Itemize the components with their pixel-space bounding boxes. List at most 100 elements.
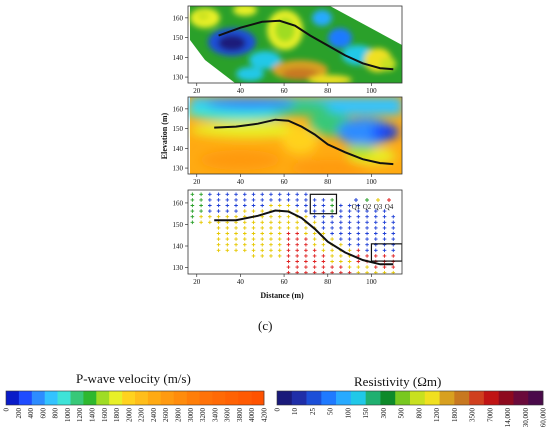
cluster-point xyxy=(242,192,247,197)
cluster-point xyxy=(304,214,308,219)
legend-entry: Q4 xyxy=(385,203,394,211)
cluster-point xyxy=(216,192,221,197)
cluster-point xyxy=(286,203,291,208)
colorbar-swatch xyxy=(469,391,485,405)
x-tick-label: 80 xyxy=(324,178,332,186)
resistivity-legend-title: Resistivity (Ωm) xyxy=(354,374,442,389)
cluster-point xyxy=(225,248,230,253)
cluster-point xyxy=(321,248,326,253)
cluster-point xyxy=(304,198,308,202)
cluster-point xyxy=(339,237,343,241)
legend-entry: Q2 xyxy=(363,203,372,211)
cluster-point xyxy=(339,231,343,236)
colorbar-swatch xyxy=(454,391,470,405)
colorbar-frame xyxy=(5,390,265,406)
cluster-point xyxy=(391,265,396,269)
colorbar-label: 3800 xyxy=(236,408,244,423)
cluster-point xyxy=(199,214,203,219)
cluster-point xyxy=(242,248,247,253)
cluster-point xyxy=(234,248,238,253)
colorbar-label: 14,000 xyxy=(504,408,512,428)
cluster-point xyxy=(208,198,212,202)
cluster-point xyxy=(199,209,203,213)
cluster-point xyxy=(277,192,282,197)
x-tick-label: 40 xyxy=(237,87,245,95)
cluster-point xyxy=(373,248,378,253)
cluster-point xyxy=(216,231,221,236)
cluster-point xyxy=(312,209,317,213)
cluster-point xyxy=(199,203,203,208)
cluster-point xyxy=(286,254,291,258)
colorbar-label: 50 xyxy=(327,408,335,416)
cluster-point xyxy=(347,231,352,236)
cluster-point xyxy=(295,226,299,230)
legend-entry: Q3 xyxy=(374,203,383,211)
cluster-point xyxy=(339,259,343,264)
cluster-point xyxy=(330,220,334,225)
cluster-point xyxy=(391,254,396,258)
cluster-point xyxy=(365,248,369,253)
colorbar-swatch xyxy=(186,391,200,405)
cluster-point xyxy=(391,231,396,236)
colorbar-label: 3000 xyxy=(187,408,195,423)
cluster-point xyxy=(269,226,273,230)
x-tick-label: 40 xyxy=(237,178,245,186)
colorbar-label: 1800 xyxy=(451,408,459,423)
pwave-legend-title: P-wave velocity (m/s) xyxy=(76,371,191,386)
colorbar-swatch xyxy=(350,391,366,405)
colorbar-label: 7000 xyxy=(486,408,494,423)
cluster-point xyxy=(347,259,352,264)
cluster-point xyxy=(260,220,265,225)
cluster-point xyxy=(234,192,238,197)
cluster-point xyxy=(304,237,308,241)
colorbar-swatch xyxy=(365,391,381,405)
cluster-point xyxy=(304,248,308,253)
colorbar-label: 1800 xyxy=(113,408,121,423)
x-tick-label: 60 xyxy=(281,87,289,95)
x-tick-label: 60 xyxy=(281,178,289,186)
cluster-point xyxy=(339,254,343,258)
cluster-point xyxy=(365,226,369,230)
y-tick-label: 160 xyxy=(173,105,184,113)
cluster-point xyxy=(373,254,378,258)
cluster-point xyxy=(295,259,299,264)
colorbar-swatch xyxy=(225,391,239,405)
top-interface-line xyxy=(218,19,394,71)
cluster-point xyxy=(260,248,265,253)
cluster-point xyxy=(216,209,221,213)
cluster-points xyxy=(190,192,396,274)
colorbar-swatch xyxy=(395,391,411,405)
resistivity-colorbar: 0 10 25 50 100 150 300 500 800 1200 1800 3500 7000 14… xyxy=(274,390,548,428)
colorbar-label: 200 xyxy=(15,408,23,419)
colorbar-swatch xyxy=(44,391,58,405)
cluster-point xyxy=(347,226,352,230)
cluster-point xyxy=(225,198,230,202)
cluster-point xyxy=(277,237,282,241)
cluster-point xyxy=(234,214,238,219)
cluster-point xyxy=(347,203,352,208)
cluster-point xyxy=(382,254,387,258)
cluster-point xyxy=(312,265,317,269)
y-tick-label: 130 xyxy=(173,264,184,272)
colorbar-swatch xyxy=(513,391,529,405)
cluster-point xyxy=(269,237,273,241)
colorbar-label: 30,000 xyxy=(522,408,530,428)
cluster-point xyxy=(365,254,369,258)
cluster-point xyxy=(225,214,230,219)
cluster-point xyxy=(216,203,221,208)
cluster-point xyxy=(190,203,195,208)
cluster-point xyxy=(356,242,361,247)
colorbar-swatch xyxy=(439,391,455,405)
colorbar-label: 2800 xyxy=(175,408,183,423)
cluster-point xyxy=(373,220,378,225)
cluster-point xyxy=(277,248,282,253)
cluster-point xyxy=(286,265,291,269)
x-tick-label: 20 xyxy=(193,87,201,95)
x-tick-label: 20 xyxy=(193,278,201,286)
colorbar-frame xyxy=(276,390,544,406)
cluster-point xyxy=(330,237,334,241)
cluster-point xyxy=(365,237,369,241)
colorbar-swatch xyxy=(135,391,149,405)
cluster-point xyxy=(295,209,299,213)
cluster-point xyxy=(190,198,195,202)
